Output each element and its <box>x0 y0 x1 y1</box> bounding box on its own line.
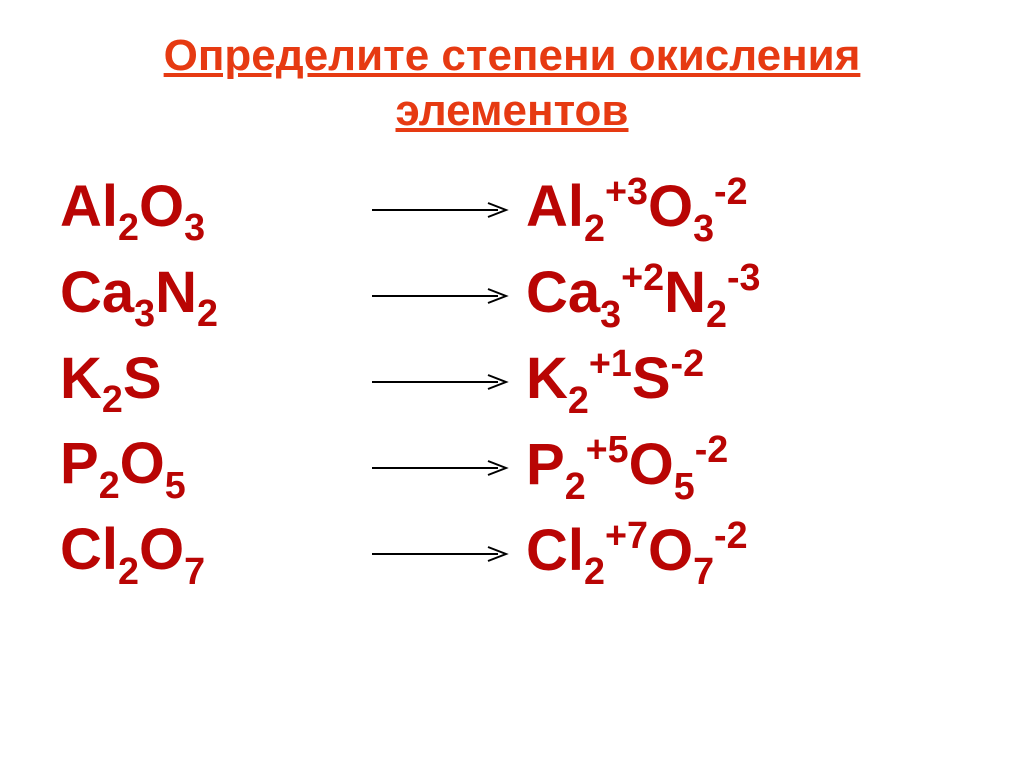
formula-left: K2S <box>60 345 360 420</box>
formula-right: Al2+3O3-2 <box>520 172 964 248</box>
slide-title: Определите степени окисления элементов <box>60 28 964 138</box>
formula-row: Cl2O7 Cl2+7O7-2 <box>60 516 964 592</box>
formula-right: Ca3+2N2-3 <box>520 258 964 334</box>
formula-arrow <box>360 372 520 392</box>
formula-arrow <box>360 200 520 220</box>
arrow-icon <box>370 372 510 392</box>
formula-arrow <box>360 286 520 306</box>
formula-row: K2S K2+1S-2 <box>60 344 964 420</box>
formula-right: Cl2+7O7-2 <box>520 516 964 592</box>
title-line-1: Определите степени окисления <box>60 28 964 83</box>
formula-list: Al2O3 Al2+3O3-2 Ca3N2 Ca3+2N2-3 K2S K2+1S-2 P2… <box>60 172 964 602</box>
formula-left: Cl2O7 <box>60 516 360 591</box>
formula-arrow <box>360 544 520 564</box>
formula-left: Al2O3 <box>60 173 360 248</box>
formula-left: Ca3N2 <box>60 259 360 334</box>
title-line-2: элементов <box>60 83 964 138</box>
formula-right: K2+1S-2 <box>520 344 964 420</box>
slide: Определите степени окисления элементов A… <box>0 0 1024 767</box>
formula-row: Ca3N2 Ca3+2N2-3 <box>60 258 964 334</box>
formula-left: P2O5 <box>60 430 360 505</box>
formula-row: Al2O3 Al2+3O3-2 <box>60 172 964 248</box>
formula-right: P2+5O5-2 <box>520 430 964 506</box>
formula-row: P2O5 P2+5O5-2 <box>60 430 964 506</box>
arrow-icon <box>370 200 510 220</box>
arrow-icon <box>370 286 510 306</box>
arrow-icon <box>370 544 510 564</box>
arrow-icon <box>370 458 510 478</box>
formula-arrow <box>360 458 520 478</box>
